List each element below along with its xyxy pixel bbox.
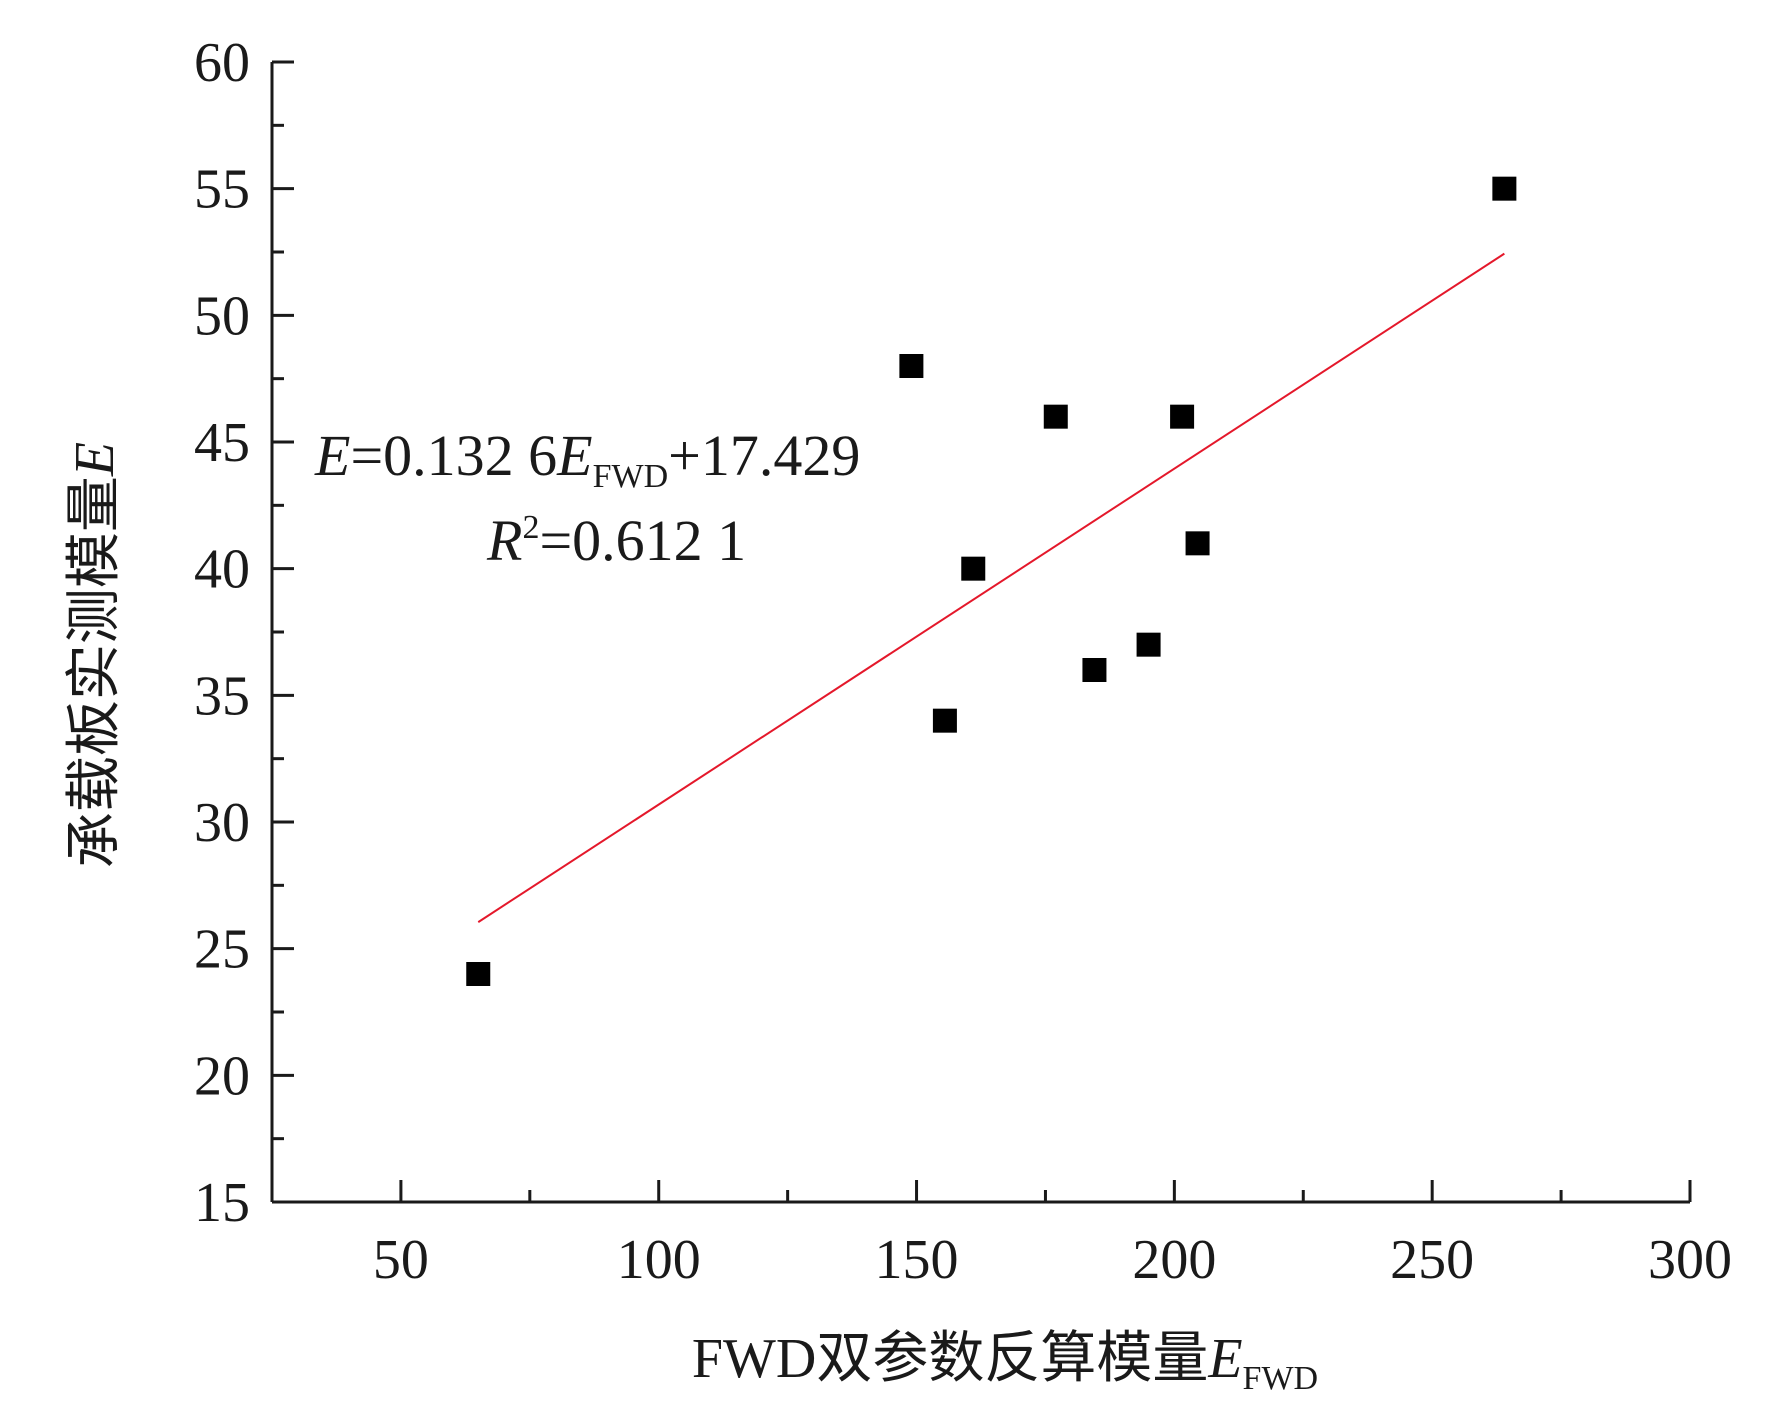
y-tick-label: 15 xyxy=(194,1172,250,1234)
data-points xyxy=(466,176,1517,986)
data-point xyxy=(1043,404,1068,429)
data-point xyxy=(1136,632,1161,657)
y-tick-label: 50 xyxy=(194,285,250,347)
regression-line xyxy=(477,252,1505,923)
data-point xyxy=(899,354,924,378)
y-tick-label: 20 xyxy=(194,1045,250,1107)
fit-layer xyxy=(477,252,1505,923)
regression-equation: E=0.132 6EFWD+17.429 xyxy=(314,423,860,495)
y-tick-label: 30 xyxy=(194,792,250,854)
data-point xyxy=(932,708,957,733)
data-point xyxy=(1185,531,1210,556)
data-point xyxy=(1492,176,1517,201)
x-tick-label: 200 xyxy=(1132,1229,1216,1291)
y-tick-label: 55 xyxy=(194,159,250,221)
data-point xyxy=(1170,404,1195,429)
y-tick-label: 45 xyxy=(194,412,250,474)
data-point xyxy=(961,556,986,581)
x-axis-title: FWD双参数反算模量EFWD xyxy=(692,1328,1318,1397)
y-tick-label: 60 xyxy=(194,32,250,94)
x-axis-ticks: 50 100 150 200 250 300 xyxy=(373,1180,1732,1291)
y-axis-title: 承载板实测模量E xyxy=(64,442,126,868)
x-tick-label: 50 xyxy=(373,1229,429,1291)
axes xyxy=(270,62,1690,1204)
x-tick-label: 150 xyxy=(875,1229,959,1291)
x-tick-label: 250 xyxy=(1390,1229,1474,1291)
r-squared-label: R2=0.612 1 xyxy=(486,508,746,573)
y-tick-label: 40 xyxy=(194,539,250,601)
data-point xyxy=(1082,658,1107,682)
x-tick-label: 300 xyxy=(1648,1229,1732,1291)
y-tick-label: 35 xyxy=(194,665,250,727)
y-axis-ticks: 15 20 25 30 35 40 45 50 55 60 xyxy=(194,32,294,1234)
y-tick-label: 25 xyxy=(194,919,250,981)
x-tick-label: 100 xyxy=(617,1229,701,1291)
data-point xyxy=(466,962,491,986)
